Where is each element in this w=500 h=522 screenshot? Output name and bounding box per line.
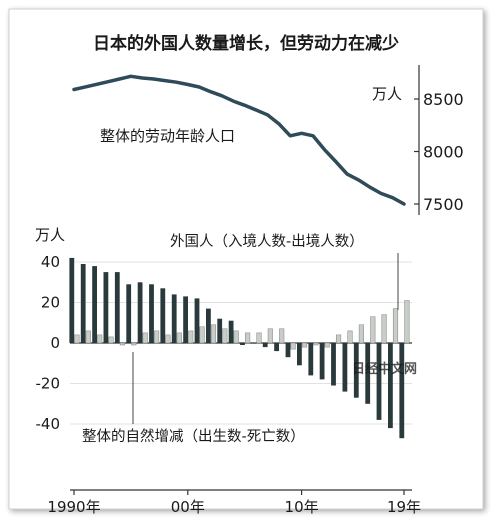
bar-natural-2015 [353,343,359,398]
bar-foreign-2001 [199,326,205,344]
line-chart: 8500 8000 7500 万人 整体的劳动年龄人口 [72,65,464,215]
bar-natural-2004 [228,320,234,343]
bar-foreign-2016 [370,316,376,344]
bar-natural-1996 [137,282,143,344]
bar-foreign-2011 [313,342,319,346]
bar-foreign-1990 [74,334,80,344]
bar-foreign-1992 [97,334,103,344]
bar-foreign-2009 [290,342,296,350]
bar-chart-x-tick-label: 00年 [171,498,205,516]
bar-foreign-2003 [222,328,228,344]
watermark: 日经中文网 [352,361,417,377]
bar-natural-2007 [262,343,268,348]
bar-chart-y-tick-label: 40 [41,253,60,271]
bar-foreign-2010 [301,342,308,348]
bar-foreign-1995 [131,342,137,346]
bar-natural-1999 [171,294,177,343]
bar-foreign-1991 [85,330,91,344]
bar-natural-2003 [217,318,223,343]
series-label-natural: 整体的自然增减（出生数-死亡数） [82,428,305,445]
line-chart-y-tick-label: 7500 [423,195,464,214]
bar-natural-1991 [80,264,86,343]
bar-natural-2016 [365,343,371,404]
bar-chart-y-unit: 万人 [35,226,65,244]
bar-chart: 万人 40 20 0 -20 -40 1990年 00年 10年 19年 外国人（入境人数-出… [35,226,421,516]
bar-natural-2013 [331,343,336,386]
line-chart-y-ticks: 8500 8000 7500 [414,90,464,214]
bar-natural-1993 [103,272,109,343]
bar-foreign-1994 [119,342,125,346]
bar-natural-2010 [297,343,302,366]
bar-foreign-2000 [188,330,194,344]
bar-foreign-1996 [142,332,148,344]
series-label-working-age-population: 整体的劳动年龄人口 [100,127,235,145]
bar-chart-x-ticks: 1990年 00年 10年 19年 [47,490,421,516]
bar-chart-x-tick-label: 19年 [387,498,421,516]
bar-natural-2008 [274,343,279,352]
bar-natural-1997 [149,284,154,343]
bar-foreign-2007 [267,328,273,344]
bar-natural-2018 [388,343,393,429]
bar-natural-1998 [160,288,166,343]
bar-foreign-2017 [381,314,387,344]
bar-natural-1990 [69,257,75,343]
bar-natural-2014 [342,343,348,392]
bar-foreign-2008 [279,328,285,344]
bar-foreign-1997 [154,330,160,344]
line-chart-y-tick-label: 8500 [423,90,464,109]
bar-foreign-2015 [358,324,364,344]
bar-natural-1992 [92,266,97,343]
bar-foreign-2006 [256,332,262,344]
bar-foreign-1993 [108,336,114,344]
bar-natural-2006 [251,343,257,344]
bar-foreign-2004 [233,330,239,344]
bar-natural-2002 [206,308,211,343]
bar-natural-2001 [194,298,200,343]
bar-foreign-1999 [176,332,182,344]
bar-foreign-2012 [324,342,330,348]
bar-chart-x-tick-label: 10年 [285,498,319,516]
line-chart-y-tick-label: 8000 [423,143,464,162]
bar-natural-2011 [308,343,314,376]
bar-chart-y-tick-label: -40 [36,415,61,433]
line-chart-y-unit: 万人 [372,85,402,103]
bar-chart-y-tick-label: 0 [50,334,60,352]
bar-chart-y-ticks: 40 20 0 -20 -40 [36,253,412,433]
bar-foreign-2002 [210,324,217,344]
bar-chart-x-tick-label: 1990年 [47,498,100,516]
bar-chart-y-tick-label: 20 [41,294,60,312]
bar-natural-2009 [285,343,291,358]
series-line-working-age-population [72,74,406,206]
bar-natural-2012 [319,343,325,380]
bar-chart-bars [69,257,410,439]
bar-foreign-1998 [165,334,171,344]
bar-foreign-2019 [404,300,410,344]
bar-natural-2005 [240,343,245,345]
bar-natural-1995 [126,284,132,343]
bar-natural-2017 [376,343,382,420]
chart-title: 日本的外国人数量增长，但劳动力在减少 [93,33,399,54]
bar-chart-y-tick-label: -20 [36,375,61,393]
bar-natural-2019 [399,343,405,439]
bar-foreign-2018 [392,308,399,344]
bar-foreign-2013 [336,334,342,344]
bar-foreign-2014 [347,330,353,344]
bar-natural-2000 [183,296,188,343]
bar-foreign-2005 [245,332,251,344]
series-label-foreign: 外国人（入境人数-出境人数） [170,232,364,250]
bar-natural-1994 [114,272,120,343]
